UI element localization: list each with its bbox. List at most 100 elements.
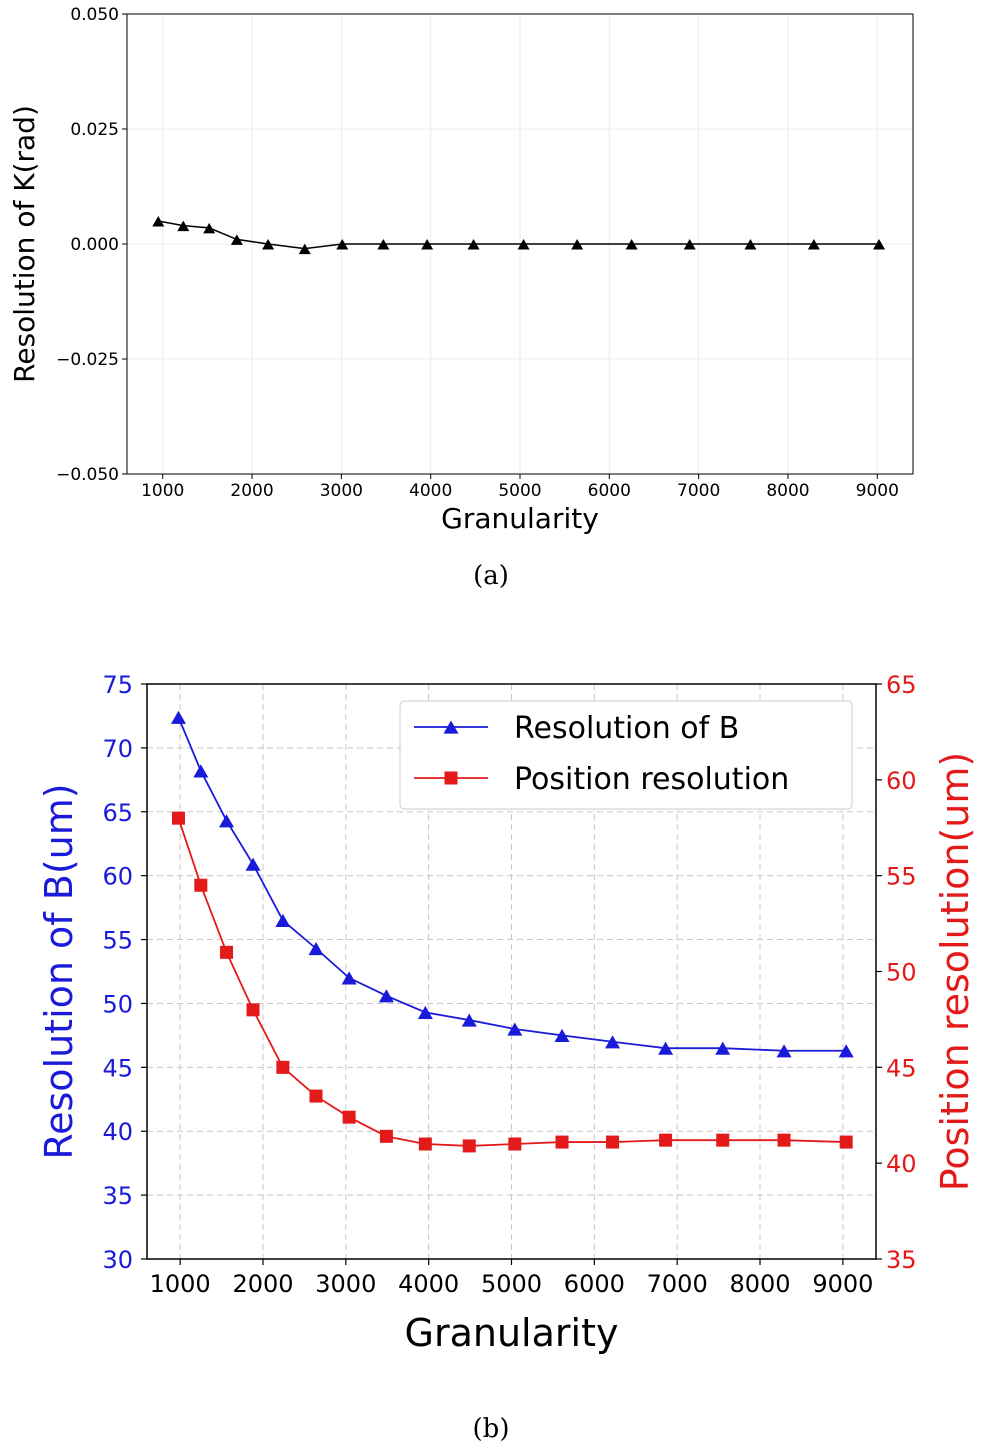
chart-b-legend-swatch-marker [443, 720, 459, 734]
chart-b-left-y-tick-label: 50 [102, 990, 133, 1018]
chart-b-point-resolution-of-b [776, 1044, 792, 1058]
chart-a-point [807, 239, 820, 250]
chart-b: 1000 2000 3000 4000 5000 6000 7000 8000 9000 303… [37, 671, 977, 1444]
chart-b-point-resolution-of-b [193, 764, 209, 778]
chart-b-point-position-resolution [379, 1129, 393, 1143]
chart-a-y-tick-label: 0.050 [70, 5, 119, 25]
chart-b-point-resolution-of-b [417, 1005, 433, 1020]
chart-b-series-line [177, 817, 847, 1147]
chart-b-legend-box [399, 700, 853, 810]
chart-a-point [571, 239, 584, 250]
chart-b-right-y-tick-label: 50 [886, 959, 917, 987]
chart-b-left-y-tick-label: 40 [102, 1118, 133, 1146]
chart-b-point-resolution-of-b [554, 1028, 570, 1043]
chart-b-left-y-axis-label: Resolution of B(um) [37, 783, 81, 1159]
chart-b-left-y-tick-label: 75 [102, 671, 133, 699]
chart-b-point-resolution-of-b [170, 710, 186, 724]
chart-a-x-ticks: 1000 2000 3000 4000 5000 6000 7000 8000 9000 [141, 474, 899, 501]
chart-b-point-resolution-of-b [219, 814, 235, 828]
chart-b-point-resolution-of-b [341, 971, 357, 985]
chart-a-x-tick-label: 1000 [141, 481, 184, 501]
chart-b-point-resolution-of-b [507, 1022, 523, 1036]
chart-a-y-axis-label: Resolution of K(rad) [8, 105, 41, 383]
chart-a-point [421, 239, 434, 250]
chart-b-right-y-tick-label: 55 [886, 863, 917, 891]
chart-b-point-resolution-of-b [245, 857, 261, 871]
chart-b-point-resolution-of-b [378, 989, 394, 1003]
chart-a-caption: (a) [473, 561, 509, 591]
chart-b-right-y-tick-label: 35 [886, 1246, 917, 1274]
chart-a-point [203, 222, 216, 234]
chart-a-y-tick-label: −0.050 [56, 465, 119, 485]
chart-b-x-tick-label: 1000 [150, 1270, 211, 1298]
chart-a-x-tick-label: 2000 [230, 481, 273, 501]
chart-a-x-tick-label: 3000 [320, 481, 363, 501]
chart-a-x-tick-label: 9000 [856, 481, 899, 501]
chart-b-x-axis-label: Granularity [405, 1311, 619, 1355]
chart-b-right-y-tick-label: 60 [886, 767, 917, 795]
chart-b-legend: Resolution of B Position resolution [399, 700, 853, 810]
chart-b-x-tick-label: 6000 [564, 1270, 625, 1298]
chart-a-x-tick-label: 5000 [498, 481, 541, 501]
chart-b-x-tick-label: 4000 [398, 1270, 459, 1298]
chart-b-left-y-tick-label: 60 [102, 863, 133, 891]
chart-b-point-resolution-of-b [275, 913, 291, 928]
chart-b-point-position-resolution [309, 1089, 323, 1103]
chart-a-point [152, 216, 165, 227]
chart-b-x-tick-label: 8000 [729, 1270, 790, 1298]
chart-a-point [517, 239, 530, 250]
chart-a-point [683, 239, 696, 250]
chart-b-point-position-resolution [171, 811, 185, 825]
chart-b-left-y-tick-label: 45 [102, 1054, 133, 1082]
chart-b-x-tick-label: 7000 [647, 1270, 708, 1298]
chart-b-point-position-resolution [276, 1060, 290, 1074]
chart-a-point [262, 239, 275, 250]
chart-b-point-position-resolution [246, 1003, 260, 1017]
chart-b-point-position-resolution [462, 1139, 476, 1153]
chart-b-point-resolution-of-b [605, 1035, 621, 1049]
chart-b-right-y-tick-label: 65 [886, 671, 917, 699]
chart-b-x-tick-label: 5000 [481, 1270, 542, 1298]
chart-a-point [467, 239, 480, 250]
chart-b-legend-items [414, 720, 488, 785]
chart-b-point-position-resolution [194, 878, 208, 892]
chart-a-point [230, 234, 243, 245]
chart-a-x-tick-label: 8000 [766, 481, 809, 501]
chart-a-x-axis-label: Granularity [441, 502, 599, 535]
chart-b-caption: (b) [473, 1414, 510, 1444]
chart-a: 1000 2000 3000 4000 5000 6000 7000 8000 9000 −0.… [8, 5, 914, 591]
chart-b-point-position-resolution [606, 1135, 620, 1149]
chart-b-point-position-resolution [777, 1133, 791, 1147]
chart-b-left-y-tick-label: 30 [102, 1246, 133, 1274]
chart-b-left-y-tick-label: 65 [102, 799, 133, 827]
chart-b-point-resolution-of-b [308, 942, 324, 956]
chart-b-series [170, 710, 854, 1153]
chart-b-x-tick-label: 2000 [232, 1270, 293, 1298]
chart-b-right-y-tick-label: 40 [886, 1150, 917, 1178]
chart-b-left-y-tick-label: 55 [102, 927, 133, 955]
chart-a-point [298, 243, 311, 255]
chart-a-x-tick-label: 6000 [588, 481, 631, 501]
chart-a-point [625, 239, 638, 250]
chart-a-y-ticks: −0.050 −0.025 0.000 0.025 0.050 [56, 5, 127, 485]
chart-a-point [377, 239, 390, 250]
chart-b-right-y-tick-label: 45 [886, 1054, 917, 1082]
chart-b-x-tick-label: 9000 [812, 1270, 873, 1298]
chart-a-y-tick-label: 0.025 [70, 120, 119, 140]
chart-a-y-tick-label: 0.000 [70, 235, 119, 255]
chart-a-x-tick-label: 7000 [677, 481, 720, 501]
chart-b-left-y-ticks: 30 35 40 45 50 55 60 65 70 75 [102, 671, 147, 1274]
chart-b-right-y-axis-label: Position resolution(um) [933, 752, 977, 1191]
chart-a-x-tick-label: 4000 [409, 481, 452, 501]
chart-b-legend-label-resolution-of-b: Resolution of B [514, 711, 739, 746]
chart-a-series [152, 216, 886, 255]
chart-a-y-tick-label: −0.025 [56, 350, 119, 370]
chart-b-point-resolution-of-b [838, 1044, 854, 1058]
chart-b-point-position-resolution [839, 1135, 853, 1149]
chart-a-point [336, 239, 349, 250]
chart-b-point-position-resolution [342, 1110, 356, 1124]
chart-b-point-position-resolution [418, 1137, 432, 1151]
chart-b-point-resolution-of-b [658, 1041, 674, 1055]
chart-b-point-position-resolution [716, 1133, 730, 1147]
chart-b-legend-label-position-resolution: Position resolution [514, 762, 789, 797]
